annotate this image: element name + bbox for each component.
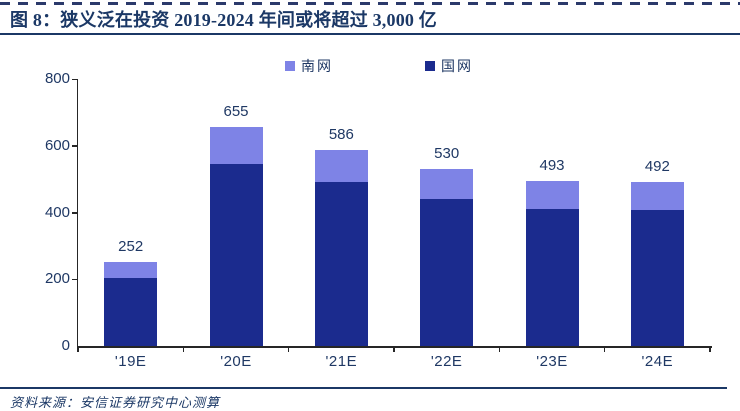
y-tick-600 xyxy=(72,145,77,147)
x-axis-line xyxy=(76,346,712,348)
bar-total-label-19e: 252 xyxy=(118,237,144,255)
bar-southern-grid-21e xyxy=(314,150,368,183)
legend-label: 南网 xyxy=(301,58,333,74)
bar-total-label-22e: 530 xyxy=(434,145,460,163)
x-tick-1 xyxy=(182,347,185,352)
bar-southern-grid-22e xyxy=(420,169,474,200)
legend-label: 国网 xyxy=(441,58,473,74)
bar-state-grid-22e xyxy=(420,199,474,346)
legend-swatch-southern-grid xyxy=(285,61,295,71)
x-tick-5 xyxy=(603,347,606,352)
bar-total-label-23e: 493 xyxy=(539,157,565,175)
bar-total-label-21e: 586 xyxy=(328,126,354,144)
bar-state-grid-24e xyxy=(630,209,684,346)
x-tick-3 xyxy=(393,347,395,352)
y-axis-line xyxy=(76,79,78,348)
bar-state-grid-23e xyxy=(525,209,579,346)
y-tick-200 xyxy=(72,278,77,281)
bar-southern-grid-20e xyxy=(209,127,263,165)
source-note: 资料来源：安信证券研究中心测算 xyxy=(10,395,221,410)
chart-legend: 南网 国网 xyxy=(0,56,740,74)
y-axis-label-0: 0 xyxy=(61,337,70,354)
footer-divider xyxy=(0,387,727,389)
legend-item-state-grid: 国网 xyxy=(425,56,473,76)
bar-total-label-20e: 655 xyxy=(223,103,249,121)
title-divider xyxy=(0,33,740,35)
x-tick-0 xyxy=(77,347,79,352)
y-tick-800 xyxy=(72,78,77,80)
y-axis-label-400: 400 xyxy=(44,203,70,221)
bar-southern-grid-19e xyxy=(104,261,158,278)
x-axis-label-22e: '22E xyxy=(430,353,463,370)
x-axis-label-24e: '24E xyxy=(641,353,674,370)
y-axis-label-600: 600 xyxy=(44,136,70,154)
top-dashed-border xyxy=(0,2,740,5)
x-axis-label-23e: '23E xyxy=(536,353,568,370)
x-axis-label-19e: '19E xyxy=(114,353,147,370)
x-tick-2 xyxy=(287,347,290,352)
x-axis-label-20e: '20E xyxy=(220,353,252,370)
bar-southern-grid-24e xyxy=(630,181,684,210)
legend-item-southern-grid: 南网 xyxy=(285,56,333,76)
y-axis-label-800: 800 xyxy=(44,70,70,87)
x-tick-6 xyxy=(709,347,711,352)
bar-state-grid-21e xyxy=(314,182,368,346)
bar-total-label-24e: 492 xyxy=(644,157,670,175)
bar-state-grid-20e xyxy=(209,164,263,346)
figure-title: 图 8：狭义泛在投资 2019-2024 年间或将超过 3,000 亿 xyxy=(10,10,437,30)
bar-state-grid-19e xyxy=(104,277,158,346)
x-tick-4 xyxy=(498,347,501,352)
bar-southern-grid-23e xyxy=(525,181,579,210)
x-axis-label-21e: '21E xyxy=(325,353,358,370)
y-axis-label-200: 200 xyxy=(44,270,70,288)
legend-swatch-state-grid xyxy=(425,61,435,71)
y-tick-400 xyxy=(72,212,77,214)
